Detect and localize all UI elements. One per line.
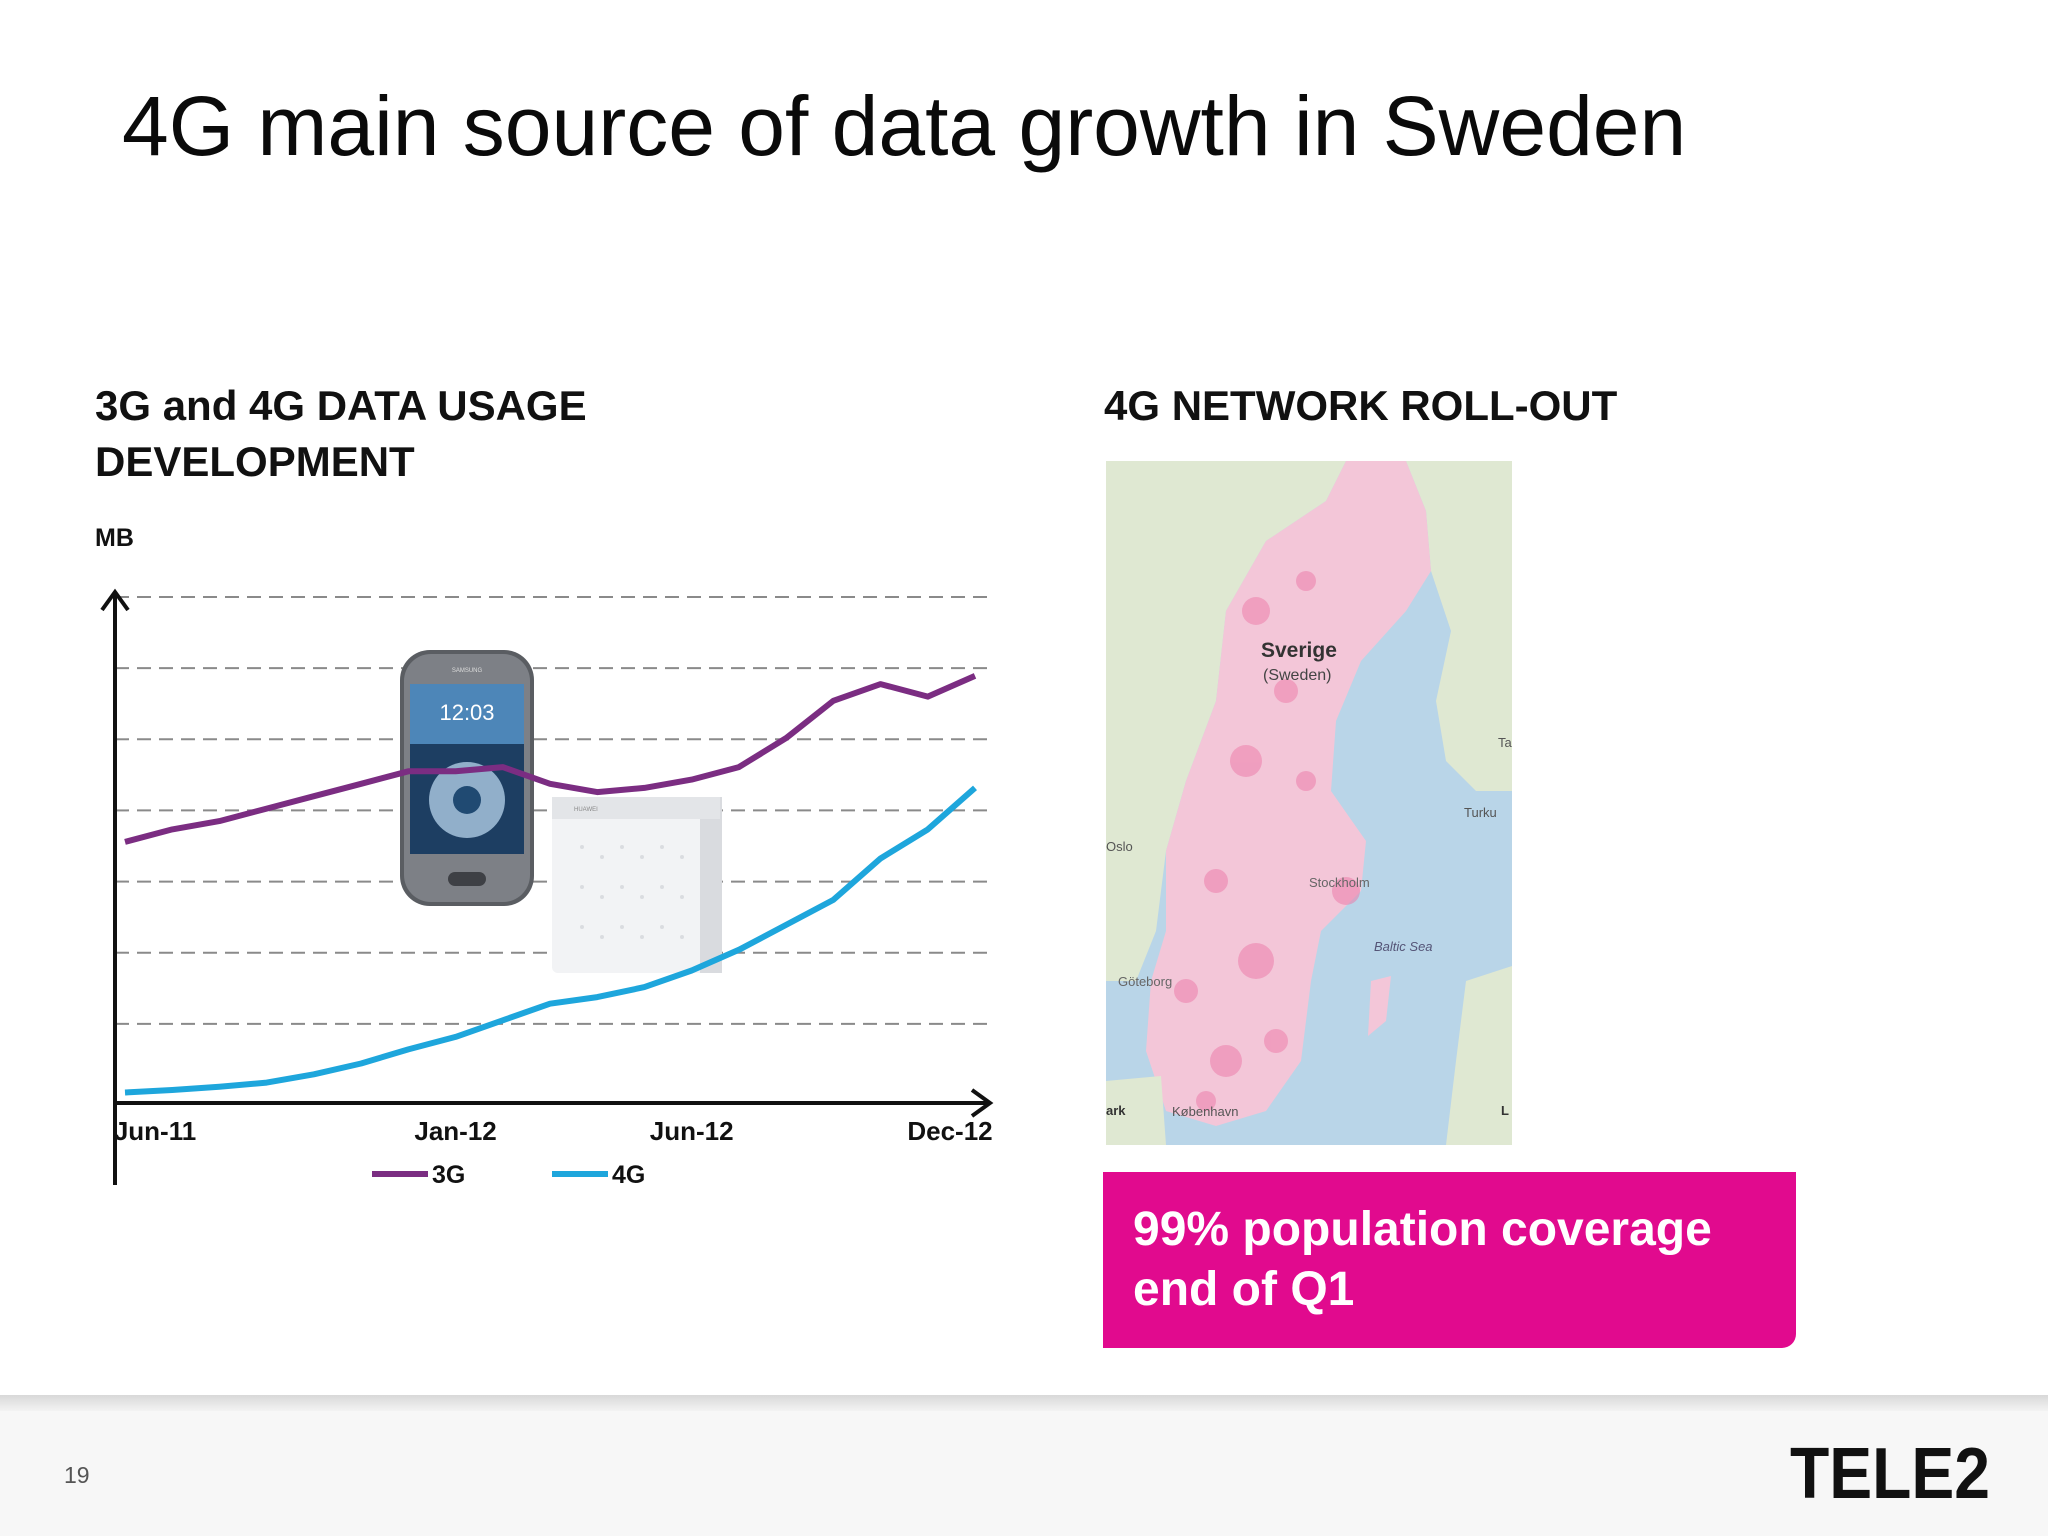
map-label-turku: Turku — [1464, 805, 1497, 820]
usage-line-chart: 12:03 SAMSUNG HUAWEI Jun-11 Jan-12 Jun-12 D… — [100, 588, 995, 1189]
chart-heading-line1: 3G and 4G DATA USAGE — [95, 382, 587, 429]
gotland-land — [1368, 976, 1391, 1036]
x-tick-label: Jun-12 — [650, 1116, 734, 1146]
slide-title: 4G main source of data growth in Sweden — [122, 79, 1687, 173]
map-heading: 4G NETWORK ROLL-OUT — [1104, 382, 1618, 429]
map-label-baltic-sea: Baltic Sea — [1374, 939, 1433, 954]
map-label-stockholm: Stockholm — [1309, 875, 1370, 890]
map-label-country-en: (Sweden) — [1263, 667, 1331, 684]
legend-label-4g: 4G — [612, 1161, 645, 1189]
coverage-map: Sverige (Sweden) Stockholm Göteborg Oslo… — [1106, 461, 1512, 1145]
x-axis-arrow — [970, 1088, 994, 1118]
map-label-kobenhavn: København — [1172, 1104, 1239, 1119]
map-label-goteborg: Göteborg — [1118, 974, 1172, 989]
callout-line2: end of Q1 — [1133, 1263, 1355, 1316]
x-tick-label: Jan-12 — [414, 1116, 496, 1146]
y-axis-unit: MB — [95, 524, 134, 552]
svg-text:TELE2: TELE2 — [1790, 1434, 1990, 1512]
footer — [0, 1411, 2048, 1536]
router-image: HUAWEI — [552, 797, 722, 973]
series-3g-line — [124, 673, 977, 845]
legend-label-3g: 3G — [432, 1161, 465, 1189]
x-tick-label: Jun-11 — [114, 1116, 196, 1146]
page-number: 19 — [64, 1462, 90, 1488]
denmark-land — [1106, 1076, 1166, 1145]
smartphone-image: 12:03 SAMSUNG — [400, 650, 534, 906]
y-axis-arrow — [100, 588, 130, 612]
axes — [100, 588, 994, 1185]
map-label-edge-l: L — [1501, 1103, 1509, 1118]
estonia-land — [1446, 966, 1512, 1145]
series-4g-line — [124, 785, 977, 1096]
map-label-edge-ark: ark — [1106, 1103, 1126, 1118]
svg-text:HUAWEI: HUAWEI — [574, 807, 598, 813]
chart-heading: 3G and 4G DATA USAGE DEVELOPMENT — [95, 378, 795, 490]
tele2-logo: TELE2 — [1790, 1434, 1990, 1512]
finland-land — [1406, 461, 1512, 791]
x-tick-label: Dec-12 — [907, 1116, 992, 1146]
svg-text:12:03: 12:03 — [439, 700, 494, 725]
sweden-land — [1146, 461, 1431, 1126]
footer-divider — [0, 1395, 2048, 1411]
chart-heading-line2: DEVELOPMENT — [95, 438, 415, 485]
map-label-edge-ta: Ta — [1498, 735, 1512, 750]
map-label-oslo: Oslo — [1106, 839, 1133, 854]
chart-legend: 3G 4G — [372, 1161, 645, 1189]
callout-line1: 99% population coverage — [1133, 1203, 1712, 1256]
svg-text:SAMSUNG: SAMSUNG — [452, 668, 483, 674]
map-label-country: Sverige — [1261, 639, 1337, 662]
x-tick-labels: Jun-11 Jan-12 Jun-12 Dec-12 — [114, 1116, 993, 1146]
coverage-callout: 99% population coverage end of Q1 — [1103, 1172, 1796, 1348]
map-graphic: Sverige (Sweden) Stockholm Göteborg Oslo… — [1106, 461, 1512, 1145]
